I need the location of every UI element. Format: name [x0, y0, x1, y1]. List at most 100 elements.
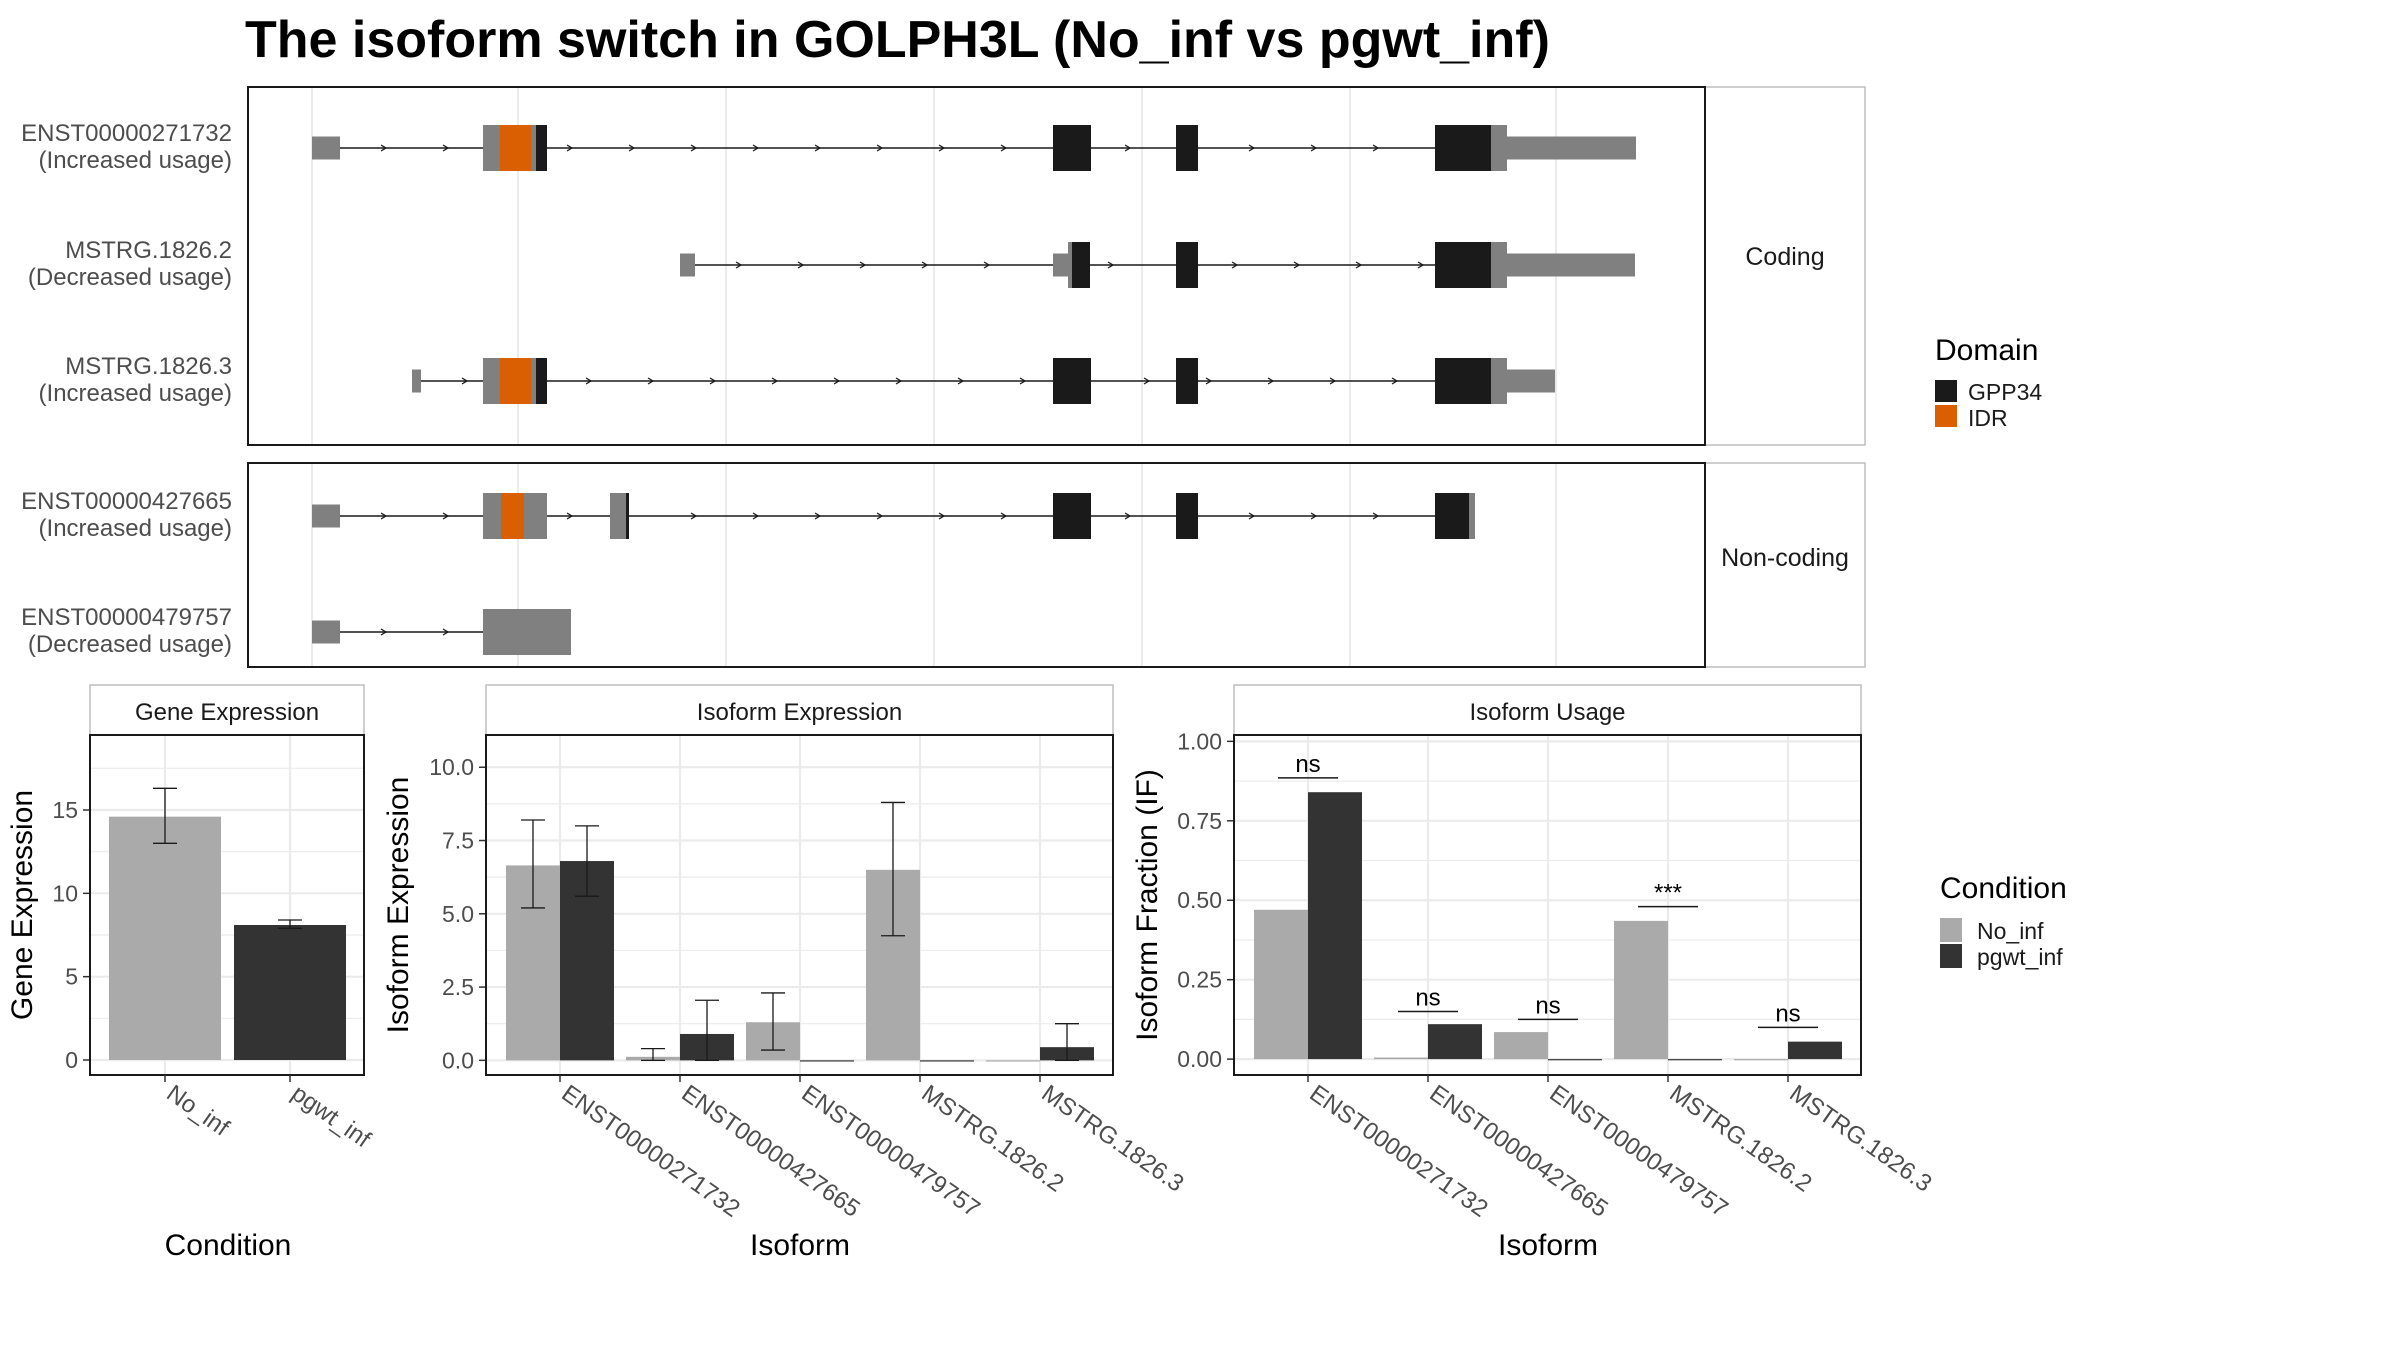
gpp34-domain-exon [1176, 493, 1198, 539]
intron-direction-arrow [833, 377, 841, 385]
intron-direction-arrow [461, 377, 469, 385]
no-inf-legend-key [1940, 918, 1962, 942]
intron-direction-arrow [1329, 377, 1337, 385]
intron-direction-arrow [1019, 377, 1027, 385]
intron-direction-arrow [1293, 261, 1301, 269]
gpp34-legend-key [1935, 380, 1957, 402]
intron-direction-arrow [752, 144, 760, 152]
y-axis-title: Isoform Fraction (IF) [1131, 769, 1164, 1041]
noncoding-strip-label: Non-coding [1721, 544, 1849, 572]
intron-direction-arrow [566, 144, 574, 152]
x-axis-title: Isoform [750, 1229, 850, 1262]
transcript-id-label: MSTRG.1826.3 [65, 353, 232, 380]
intron-direction-arrow [938, 512, 946, 520]
exon-block [483, 358, 493, 404]
x-axis-title: Isoform [1498, 1229, 1598, 1262]
bar [109, 816, 221, 1060]
transcript-structure-panel: CodingNon-codingENST00000271732(Increase… [21, 86, 1866, 668]
intron-direction-arrow [585, 377, 593, 385]
intron-direction-arrow [1310, 512, 1318, 520]
exon-block [312, 620, 340, 644]
idr-legend-key [1935, 405, 1957, 427]
intron-direction-arrow [1248, 512, 1256, 520]
x-tick-label: pgwt_inf [287, 1080, 376, 1154]
gpp34-domain-exon [1176, 358, 1198, 404]
intron-direction-arrow [442, 512, 450, 520]
intron-direction-arrow [771, 377, 779, 385]
bar [1788, 1041, 1842, 1060]
bar [1308, 792, 1362, 1060]
transcript-id-label: ENST00000271732 [21, 120, 232, 147]
condition-legend-title: Condition [1940, 872, 2067, 905]
intron-direction-arrow [566, 512, 574, 520]
intron-direction-arrow [921, 261, 929, 269]
exon-block [1491, 242, 1507, 288]
intron-direction-arrow [1205, 377, 1213, 385]
y-tick-label: 10 [52, 880, 78, 906]
intron-direction-arrow [814, 144, 822, 152]
gpp34-domain-exon [1176, 242, 1198, 288]
intron-direction-arrow [1124, 512, 1132, 520]
intron-direction-arrow [380, 144, 388, 152]
gpp34-domain-exon [1053, 358, 1091, 404]
gpp34-domain-exon [1053, 493, 1091, 539]
noncoding-panel-border [247, 462, 1706, 668]
idr-domain-exon [500, 125, 532, 171]
facet-strip-title: Isoform Expression [697, 699, 902, 726]
bar [1668, 1059, 1722, 1061]
intron-direction-arrow [1248, 144, 1256, 152]
gpp34-domain-exon [1435, 358, 1491, 404]
x-axis-title: Condition [165, 1229, 292, 1262]
coding-panel-border [247, 86, 1706, 446]
exon-block [610, 493, 628, 539]
intron-direction-arrow [938, 144, 946, 152]
intron-direction-arrow [1267, 377, 1275, 385]
bar [234, 925, 346, 1060]
intron-direction-arrow [1124, 144, 1132, 152]
bar [1374, 1057, 1428, 1060]
intron-direction-arrow [690, 512, 698, 520]
y-tick-label: 7.5 [442, 828, 474, 854]
y-tick-label: 0.50 [1177, 887, 1222, 913]
bar [986, 1060, 1040, 1062]
intron-direction-arrow [735, 261, 743, 269]
y-tick-label: 15 [52, 797, 78, 823]
intron-direction-arrow [1143, 377, 1151, 385]
expression-charts: Gene Expression 0 5 10 15 No_inf pgwt_inf Condi… [6, 684, 1937, 1262]
intron-direction-arrow [1000, 512, 1008, 520]
facet-strip-title: Isoform Usage [1469, 699, 1625, 726]
transcript-id-label: ENST00000479757 [21, 604, 232, 631]
exon-block [483, 493, 493, 539]
gpp34-legend-label: GPP34 [1968, 379, 2042, 405]
transcript-id-label: ENST00000427665 [21, 488, 232, 515]
intron-direction-arrow [442, 144, 450, 152]
coding-strip [1704, 86, 1866, 446]
exon-block [524, 493, 547, 539]
gpp34-domain-exon [626, 493, 629, 539]
intron-direction-arrow [859, 261, 867, 269]
y-tick-label: 0.0 [442, 1047, 474, 1073]
gpp34-domain-exon [1072, 242, 1090, 288]
exon-block [531, 358, 540, 404]
facet-strip [1233, 684, 1862, 736]
significance-label: ns [1295, 751, 1320, 778]
facet-strip [485, 684, 1114, 736]
facet-strip [89, 684, 365, 736]
y-axis-title: Isoform Expression [382, 777, 415, 1034]
chart-1: Isoform Expression0.02.55.07.510.0ENST00… [382, 684, 1189, 1262]
bar [1428, 1024, 1482, 1060]
y-tick-label: 10.0 [429, 754, 474, 780]
intron-direction-arrow [814, 512, 822, 520]
pgwt-inf-legend-label: pgwt_inf [1977, 944, 2063, 970]
intron-direction-arrow [983, 261, 991, 269]
exon-block [312, 136, 340, 160]
intron-direction-arrow [752, 512, 760, 520]
chart-2: Isoform Usage 0.00 0.25 0.50 0.75 1.00 ns ns ns *… [1131, 684, 1937, 1262]
facet-strip-title: Gene Expression [135, 699, 319, 726]
y-tick-label: 0 [65, 1047, 78, 1073]
intron-direction-arrow [1417, 261, 1425, 269]
bar [1254, 909, 1308, 1060]
gpp34-domain-exon [1435, 242, 1491, 288]
significance-label: *** [1654, 880, 1682, 907]
